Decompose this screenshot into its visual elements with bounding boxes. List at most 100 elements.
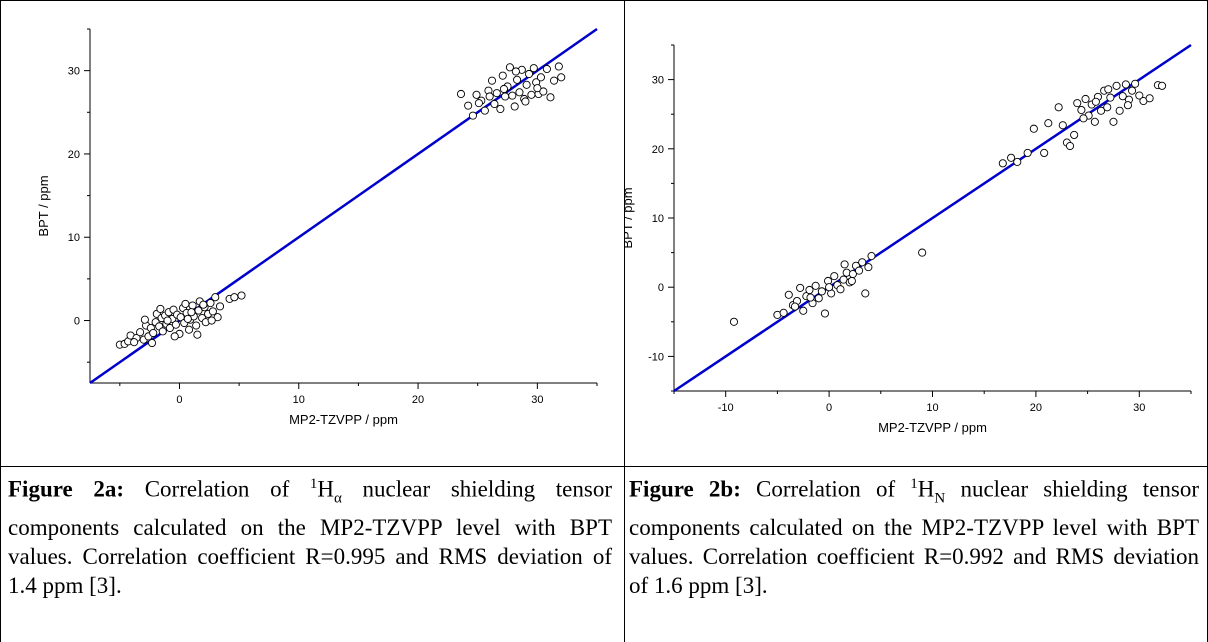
caption-2a-iso: 1 (309, 476, 318, 492)
chart-b-data-point (1029, 124, 1038, 133)
chart-a-data-point (230, 293, 239, 302)
caption-2a: Figure 2a: Correlation of 1Hα nuclear sh… (8, 470, 612, 600)
chart-b-data-point (825, 283, 834, 292)
chart-2a: 0 10 20 30 0 10 20 30 MP2-TZVPP / ppm BPT / ppm (0, 0, 624, 466)
chart-a-data-point (207, 316, 216, 325)
chart-b-data-point (861, 289, 870, 298)
chart-b-data-point (830, 272, 839, 281)
chart-b-data-point (1131, 79, 1140, 88)
chart-b-data-point (1044, 119, 1053, 128)
chart-a-y-axis-label: BPT / ppm (36, 175, 51, 236)
chart-a-data-point (510, 102, 519, 111)
chart-a-data-point (542, 64, 551, 74)
chart-b-y-tick-label: 10 (652, 213, 664, 225)
chart-a-data-point (165, 323, 174, 333)
chart-b-data-point (1081, 94, 1090, 104)
chart-b-data-point (836, 285, 845, 294)
chart-a-data-point (485, 92, 494, 101)
chart-b-data-point (1070, 130, 1079, 140)
chart-b-y-tick-label: 30 (652, 75, 664, 87)
chart-a-y-tick-label: 0 (74, 316, 80, 328)
chart-a-data-point (472, 90, 481, 99)
chart-b-data-point (1109, 117, 1118, 126)
chart-a-data-point (513, 75, 522, 84)
chart-b-data-point (779, 308, 788, 317)
chart-b-data-point (1112, 81, 1121, 90)
chart-b-y-tick-label: 20 (652, 144, 664, 156)
chart-a-data-point (515, 88, 524, 97)
chart-2b: -10 0 10 20 30 -10 0 10 20 30 MP2-TZVPP / ppm BPT /… (625, 0, 1207, 466)
chart-b-y-axis-label: BPT / ppm (625, 187, 635, 248)
caption-2b: Figure 2b: Correlation of 1HN nuclear sh… (629, 470, 1199, 600)
caption-2b-nucleus: H (917, 476, 935, 502)
chart-b-data-point (1145, 94, 1154, 103)
chart-b-data-point (1096, 106, 1106, 115)
chart-b-data-point (1103, 103, 1112, 112)
chart-b-data-point (1091, 97, 1100, 106)
table-border-top (0, 0, 1208, 1)
chart-a-data-point (181, 299, 190, 308)
chart-b-data-point (1104, 85, 1113, 94)
chart-2b-svg: -10 0 10 20 30 -10 0 10 20 30 MP2-TZVPP / ppm BPT /… (625, 43, 1192, 435)
chart-b-data-point (1079, 114, 1088, 123)
chart-b-data-point (1040, 148, 1049, 158)
chart-a-data-point (511, 67, 520, 76)
chart-a-data-point (527, 90, 536, 99)
chart-b-data-point (814, 294, 823, 303)
chart-b-data-point (918, 248, 927, 257)
chart-a-data-point (215, 302, 225, 311)
chart-a-data-point (550, 76, 559, 85)
chart-b-data-point (867, 252, 876, 261)
chart-b-y-tick-label: -10 (648, 351, 664, 363)
chart-b-data-point (1135, 91, 1144, 100)
chart-a-data-point (496, 104, 505, 114)
chart-a-data-point (492, 89, 501, 98)
chart-a-data-point (508, 91, 517, 100)
chart-b-y-tick-label: 0 (658, 282, 664, 294)
chart-b-data-point (1128, 86, 1137, 95)
chart-b-data-point (806, 293, 815, 302)
chart-a-data-point (501, 92, 510, 101)
chart-a-x-tick-label: 10 (293, 394, 305, 406)
chart-a-data-point (158, 327, 167, 336)
chart-a-data-point (147, 338, 157, 348)
chart-a-data-point (554, 62, 563, 71)
caption-2b-sub: N (934, 490, 946, 507)
chart-b-data-point (1013, 157, 1022, 166)
chart-b-data-point (799, 306, 808, 315)
chart-a-data-point (490, 99, 499, 109)
chart-a-data-point (557, 73, 566, 82)
chart-b-data-point (1065, 141, 1075, 151)
caption-2b-iso: 1 (910, 476, 918, 492)
chart-a-data-point (546, 93, 555, 102)
chart-a-y-tick-label: 10 (68, 232, 80, 244)
chart-a-y-tick-label: 20 (68, 149, 80, 161)
caption-2a-text: nuclear shielding tensor components calc… (8, 476, 612, 599)
chart-a-data-point (211, 293, 220, 302)
chart-2a-svg: 0 10 20 30 0 10 20 30 MP2-TZVPP / ppm BPT / ppm (36, 27, 598, 427)
chart-a-data-point (524, 69, 534, 79)
chart-a-data-point (183, 314, 192, 323)
chart-a-x-tick-label: 20 (412, 394, 424, 406)
chart-a-data-point (464, 101, 473, 110)
chart-b-data-point (796, 283, 805, 292)
chart-a-data-point (539, 87, 548, 96)
chart-b-data-point (817, 287, 826, 296)
chart-b-data-point (864, 263, 873, 272)
chart-b-data-point (1157, 81, 1167, 90)
chart-a-data-point (474, 99, 483, 108)
chart-a-data-point (171, 320, 180, 329)
chart-b-data-point (1106, 93, 1115, 102)
chart-b-data-point (1090, 117, 1099, 126)
chart-a-data-point (199, 300, 208, 309)
chart-a-data-point (187, 308, 196, 317)
table-divider-vertical (624, 0, 625, 642)
chart-a-x-axis-label: MP2-TZVPP / ppm (289, 412, 398, 427)
chart-b-data-point (1077, 105, 1086, 115)
chart-a-data-point (505, 63, 514, 72)
chart-b-data-point (1023, 148, 1032, 158)
chart-a-data-point (149, 328, 158, 338)
chart-a-data-point (130, 338, 139, 347)
chart-a-y-tick-label: 30 (68, 66, 80, 78)
chart-a-data-point (156, 304, 165, 313)
